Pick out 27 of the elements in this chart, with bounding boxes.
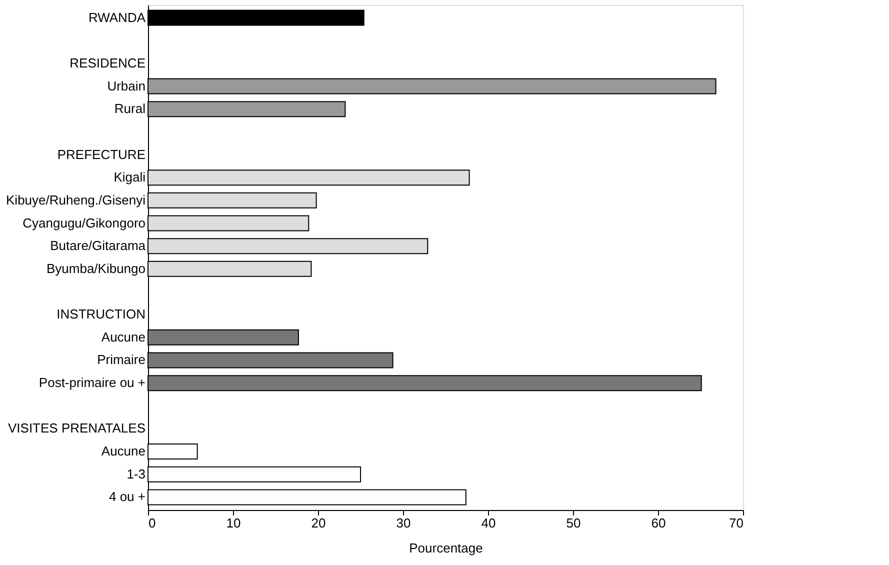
x-axis-title: Pourcentage — [409, 540, 483, 556]
x-tick-label: 30 — [396, 516, 411, 530]
y-tick-label: Kigali — [114, 170, 146, 185]
y-tick-label: Byumba/Kibungo — [46, 260, 146, 276]
x-tick-label: 50 — [566, 516, 581, 530]
x-tick-label: 70 — [729, 516, 744, 530]
y-tick-label: Butare/Gitarama — [50, 238, 146, 254]
y-tick-label: Cyangugu/Gikongoro — [22, 215, 146, 230]
x-tick-label: 10 — [226, 516, 241, 530]
x-tick-label: 0 — [148, 516, 156, 530]
y-tick-label: RWANDA — [88, 10, 146, 25]
y-tick-label: Post-primaire ou + — [38, 375, 146, 390]
x-tick-label: 60 — [651, 516, 666, 530]
x-tick-label: 20 — [311, 516, 326, 530]
y-tick-label: Kibuye/Ruheng./Gisenyi — [6, 192, 146, 208]
y-tick-label: 4 ou + — [108, 489, 146, 504]
y-tick-label: RESIDENCE — [70, 55, 146, 70]
y-tick-label: 1-3 — [126, 466, 146, 482]
y-tick-label: Aucune — [101, 444, 146, 459]
y-tick-label: PREFECTURE — [57, 146, 146, 162]
y-tick-label: Aucune — [101, 329, 146, 344]
y-tick-label: INSTRUCTION — [56, 306, 146, 322]
y-tick-label: Urbain — [107, 78, 146, 94]
x-tick-label: 40 — [481, 516, 496, 530]
y-tick-label: Primaire — [97, 352, 146, 368]
y-tick-label: VISITES PRENATALES — [8, 420, 146, 436]
y-tick-label: Rural — [114, 101, 146, 116]
